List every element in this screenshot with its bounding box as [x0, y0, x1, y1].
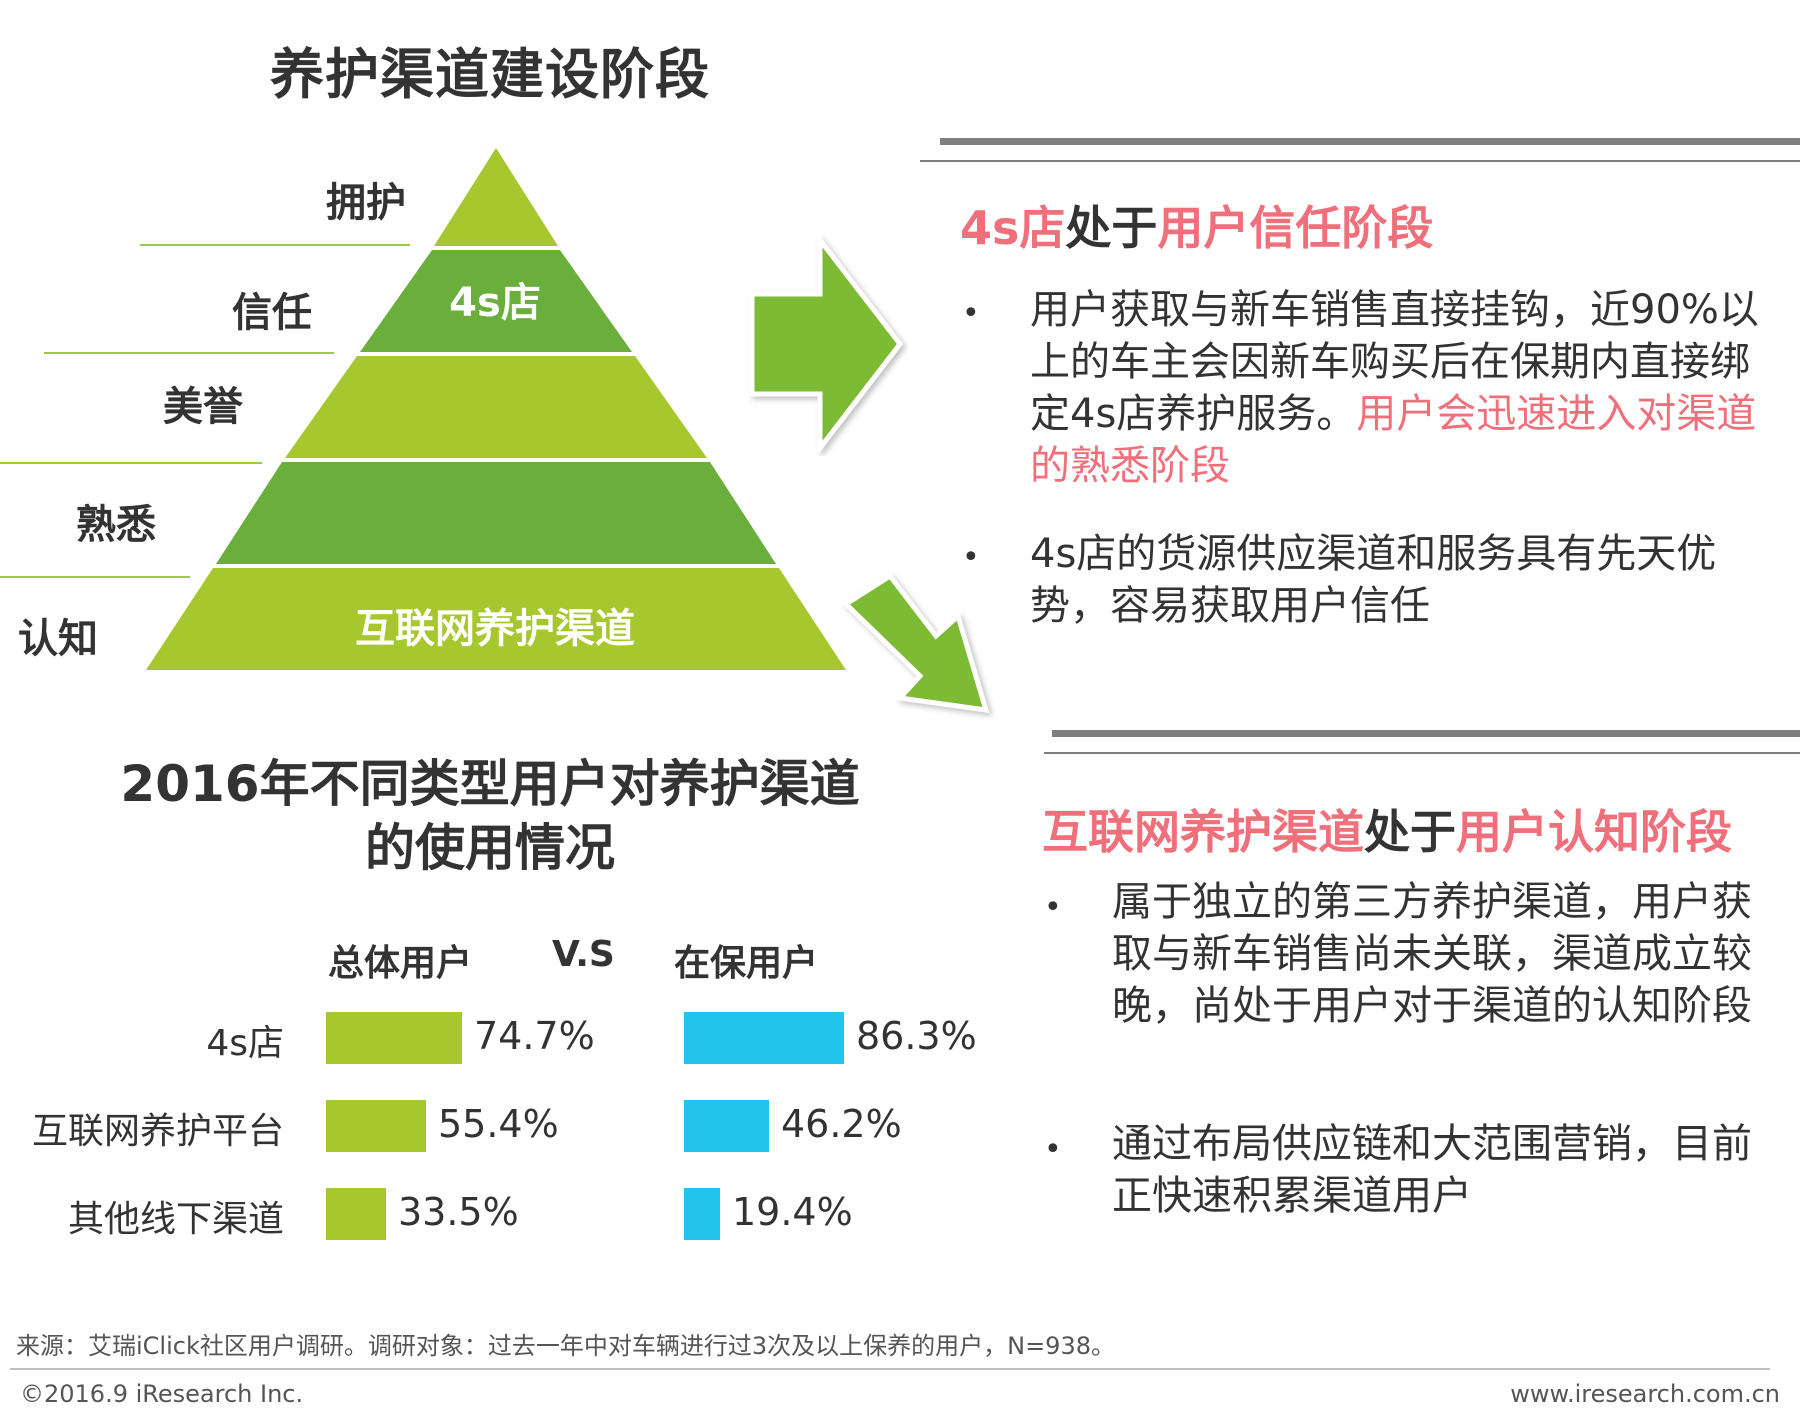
tier-label-4s-store: 4s店 — [449, 280, 541, 326]
arrow-right-icon — [749, 236, 904, 456]
bar-overall-users — [326, 1188, 386, 1240]
bullet-dot: • — [1044, 890, 1062, 925]
heading-internet-channel: 互联网养护渠道 — [1042, 805, 1364, 859]
vs-label: V.S — [552, 934, 615, 975]
bullet-text-normal: 用户获取与新车销售直接挂钩，近90%以上的车主会因新车购买后在保期内直接绑定4s… — [1030, 287, 1759, 437]
pyramid-tier-advocacy — [434, 148, 558, 246]
bullet-text-highlight: 用户会迅速进入对渠道的熟悉阶段 — [1030, 391, 1757, 489]
heading-awareness-stage: 用户认知阶段 — [1456, 805, 1732, 859]
stage-label-trust: 信任 — [232, 290, 312, 336]
value-label: 46.2% — [781, 1102, 902, 1146]
stage-divider — [0, 462, 262, 464]
stage-divider — [44, 352, 334, 354]
heading-connector: 处于 — [1065, 201, 1158, 255]
pyramid-tier-reputation — [285, 356, 707, 458]
section-divider — [940, 138, 1800, 145]
bullet-text-normal: 4s店的货源供应渠道和服务具有先天优势，容易获取用户信任 — [1030, 531, 1717, 629]
heading-trust-stage: 用户信任阶段 — [1157, 201, 1434, 255]
value-label: 33.5% — [398, 1190, 519, 1234]
section-internet-heading: 互联网养护渠道处于用户认知阶段 — [1042, 796, 1732, 862]
series-header-overall: 总体用户 — [328, 943, 473, 984]
pyramid-title: 养护渠道建设阶段 — [270, 43, 710, 106]
category-label: 互联网养护平台 — [31, 1111, 284, 1152]
footer-divider — [10, 1368, 1770, 1370]
stage-label-reputation: 美誉 — [163, 384, 243, 430]
stage-label-advocacy: 拥护 — [326, 180, 406, 226]
bar-overall-users — [326, 1012, 462, 1064]
bar-overall-users — [326, 1100, 426, 1152]
section-4s-heading: 4s店处于用户信任阶段 — [960, 192, 1433, 258]
section-divider — [920, 160, 1800, 162]
section-divider — [1052, 730, 1800, 737]
pyramid-tier-familiarity — [216, 462, 776, 564]
section-internet-bullet-2: 通过布局供应链和大范围营销，目前正快速积累渠道用户 — [1112, 1118, 1772, 1222]
section-internet-bullet-1: 属于独立的第三方养护渠道，用户获取与新车销售尚未关联，渠道成立较晚，尚处于用户对… — [1112, 876, 1772, 1032]
pyramid-tier-awareness — [146, 568, 846, 670]
section-4s-bullet-2: 4s店的货源供应渠道和服务具有先天优势，容易获取用户信任 — [1030, 528, 1770, 632]
arrow-down-right-icon — [841, 572, 990, 714]
section-divider — [1044, 752, 1800, 754]
chart-title: 2016年不同类型用户对养护渠道的使用情况 — [120, 755, 860, 877]
pyramid-diagram — [146, 148, 846, 670]
bullet-text-normal: 通过布局供应链和大范围营销，目前正快速积累渠道用户 — [1112, 1121, 1752, 1219]
tier-label-internet-channel: 互联网养护渠道 — [355, 606, 635, 652]
value-label: 19.4% — [732, 1190, 853, 1234]
website-link[interactable]: www.iresearch.com.cn — [1510, 1380, 1780, 1408]
pyramid-tier-trust — [360, 250, 632, 352]
bar-warranty-users — [684, 1100, 769, 1152]
bar-warranty-users — [684, 1188, 720, 1240]
category-label: 4s店 — [206, 1023, 284, 1064]
source-note: 来源：艾瑞iClick社区用户调研。调研对象：过去一年中对车辆进行过3次及以上保… — [16, 1332, 1115, 1360]
bullet-text-normal: 属于独立的第三方养护渠道，用户获取与新车销售尚未关联，渠道成立较晚，尚处于用户对… — [1112, 879, 1752, 1029]
bullet-dot: • — [962, 540, 980, 575]
stage-divider — [140, 244, 410, 246]
heading-connector: 处于 — [1364, 805, 1456, 859]
value-label: 55.4% — [438, 1102, 559, 1146]
bar-warranty-users — [684, 1012, 844, 1064]
section-4s-bullet-1: 用户获取与新车销售直接挂钩，近90%以上的车主会因新车购买后在保期内直接绑定4s… — [1030, 284, 1770, 492]
stage-divider — [0, 576, 190, 578]
series-header-warranty: 在保用户 — [674, 943, 819, 984]
stage-label-familiarity: 熟悉 — [76, 502, 156, 548]
stage-label-awareness: 认知 — [18, 616, 98, 662]
category-label: 其他线下渠道 — [67, 1199, 284, 1240]
heading-4s-store: 4s店 — [960, 201, 1066, 255]
value-label: 74.7% — [474, 1014, 595, 1058]
bullet-dot: • — [1044, 1132, 1062, 1167]
value-label: 86.3% — [856, 1014, 977, 1058]
copyright: ©2016.9 iResearch Inc. — [20, 1380, 304, 1408]
bullet-dot: • — [962, 296, 980, 331]
